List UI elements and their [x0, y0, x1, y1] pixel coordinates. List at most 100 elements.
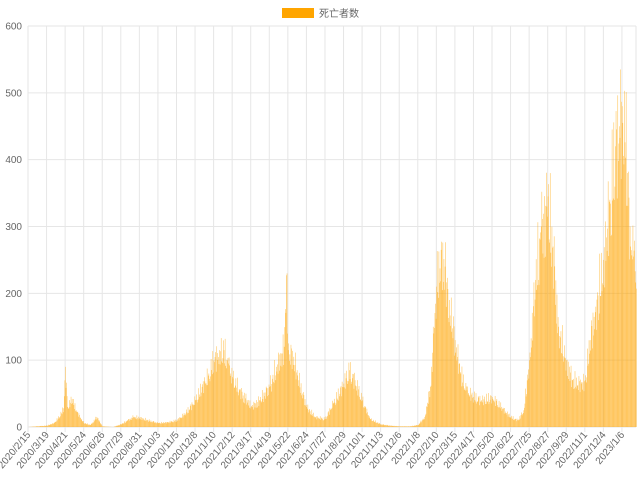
- bar: [417, 424, 419, 427]
- bar: [238, 389, 240, 427]
- bar: [608, 255, 610, 427]
- bar: [348, 381, 349, 427]
- bar: [306, 406, 308, 427]
- bar: [317, 418, 319, 427]
- bar: [124, 421, 125, 427]
- bar: [221, 361, 223, 427]
- bar: [245, 398, 246, 427]
- bar: [273, 383, 275, 427]
- bar: [412, 425, 413, 427]
- bar: [228, 357, 230, 427]
- bar: [463, 374, 464, 427]
- bar: [65, 387, 67, 427]
- bar: [59, 418, 61, 427]
- bar: [423, 419, 424, 427]
- bar: [481, 400, 482, 427]
- bar: [197, 399, 199, 427]
- bar: [305, 405, 306, 427]
- bar: [302, 398, 304, 427]
- bar: [243, 402, 245, 427]
- bar: [246, 404, 247, 427]
- bar: [409, 426, 411, 427]
- bar: [153, 422, 155, 427]
- bar: [369, 418, 371, 427]
- bar: [371, 418, 372, 427]
- bar: [218, 357, 219, 427]
- bar: [348, 362, 350, 427]
- bar: [84, 423, 85, 427]
- bar: [90, 423, 92, 427]
- bar: [94, 421, 95, 427]
- bar: [519, 419, 520, 427]
- y-tick-label: 400: [5, 155, 22, 166]
- bar: [215, 371, 217, 427]
- bar: [87, 424, 89, 427]
- bar: [74, 403, 76, 427]
- bar: [539, 239, 541, 427]
- bar: [595, 306, 597, 427]
- bar: [521, 412, 522, 427]
- bar: [197, 402, 198, 427]
- bar: [430, 386, 431, 427]
- bar: [585, 382, 587, 427]
- bar: [193, 404, 195, 427]
- bar: [194, 396, 196, 427]
- bar: [312, 415, 314, 427]
- bar: [331, 407, 333, 427]
- bar: [310, 414, 311, 427]
- bar: [320, 419, 322, 427]
- bar: [504, 407, 505, 427]
- bar: [193, 405, 194, 427]
- bar: [71, 398, 73, 427]
- bar: [312, 414, 313, 427]
- bar: [307, 404, 309, 427]
- bar: [387, 424, 389, 427]
- bar: [361, 401, 363, 427]
- bar: [297, 385, 299, 427]
- bar: [198, 388, 200, 427]
- bar: [387, 425, 389, 427]
- bar: [346, 380, 348, 427]
- bar: [578, 390, 579, 427]
- bar: [91, 423, 93, 427]
- bar: [360, 392, 362, 427]
- y-tick-label: 600: [5, 22, 22, 33]
- bar: [83, 422, 85, 427]
- bar: [436, 286, 437, 427]
- bar: [633, 256, 634, 427]
- bar: [378, 424, 380, 427]
- bar: [298, 380, 300, 427]
- bar: [548, 184, 549, 427]
- bar: [333, 398, 335, 427]
- bar: [167, 422, 169, 427]
- bar: [54, 421, 56, 427]
- bar: [53, 424, 54, 427]
- bar: [101, 425, 103, 427]
- bar: [474, 400, 476, 427]
- bar: [603, 247, 605, 427]
- bar: [468, 392, 469, 427]
- bar: [553, 236, 555, 427]
- bar: [559, 336, 561, 427]
- bar: [542, 253, 544, 427]
- bar: [204, 377, 205, 427]
- bar: [254, 407, 256, 427]
- bar: [616, 129, 617, 427]
- bar: [525, 396, 527, 427]
- bar: [66, 396, 68, 427]
- bar: [613, 122, 615, 427]
- bar: [472, 397, 473, 427]
- bar: [523, 410, 525, 427]
- legend[interactable]: 死亡者数: [282, 7, 359, 20]
- bar: [366, 408, 368, 427]
- bar: [539, 238, 540, 427]
- bar: [460, 373, 462, 427]
- bar: [84, 423, 86, 427]
- bar: [617, 95, 619, 427]
- bar: [130, 417, 132, 427]
- bar: [635, 282, 637, 427]
- bar: [428, 391, 430, 427]
- y-axis: 0 100 200 300 400 500 600: [5, 22, 22, 434]
- bar: [249, 400, 251, 427]
- bar: [294, 365, 296, 427]
